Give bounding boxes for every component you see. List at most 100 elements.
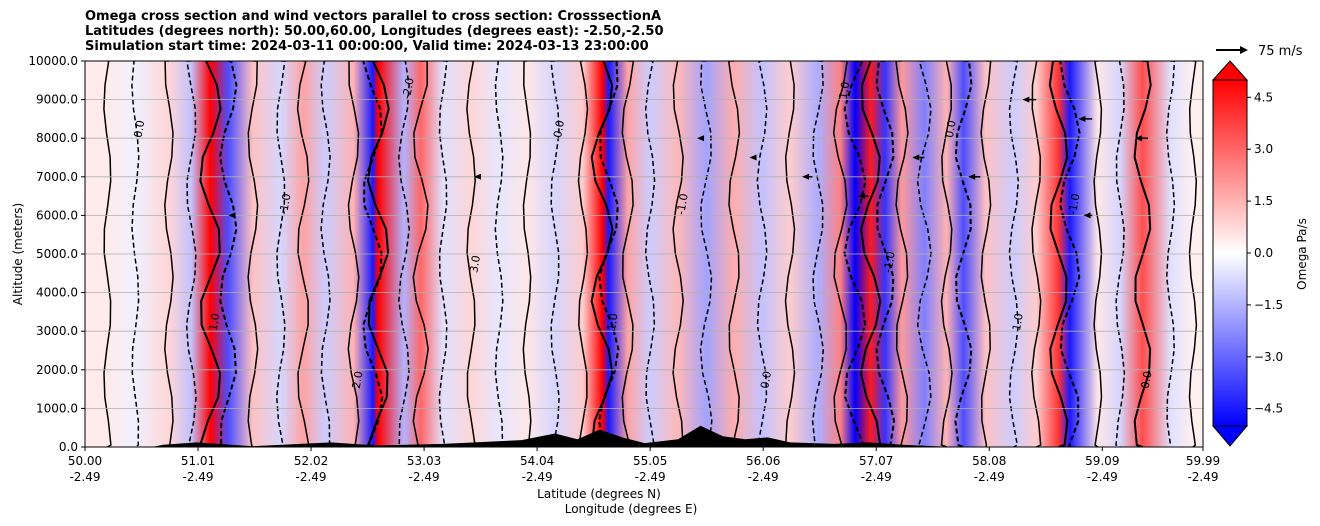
y-tick-label: 4000.0 bbox=[36, 286, 78, 300]
contour-line bbox=[362, 61, 384, 447]
x-tick-label-lon: -2.49 bbox=[635, 470, 666, 484]
contour-label: -1.0 bbox=[881, 250, 898, 273]
x-tick-label-lat: 56.06 bbox=[746, 454, 780, 468]
x-tick-label-lon: -2.49 bbox=[748, 470, 779, 484]
colorbar-tick-label: −4.5 bbox=[1254, 402, 1283, 416]
wind-vector-head bbox=[1078, 115, 1086, 122]
contour-line bbox=[621, 61, 635, 447]
contour-line bbox=[366, 61, 390, 447]
contour-line bbox=[672, 61, 684, 447]
colorbar-ticks: 4.5 3.0 1.5 0.0 −1.5 −3.0 −4.5 bbox=[1247, 90, 1283, 416]
terrain-silhouette bbox=[85, 425, 1203, 447]
x-tick-label-lon: -2.49 bbox=[1087, 470, 1118, 484]
y-tick-label: 7000.0 bbox=[36, 170, 78, 184]
contour-line bbox=[412, 61, 429, 447]
x-axis: 50.00 -2.49 51.01 -2.49 52.02 -2.49 53.03 -2.49… bbox=[68, 447, 1220, 484]
contour-line bbox=[347, 61, 360, 447]
x-tick-label-lat: 50.00 bbox=[68, 454, 102, 468]
contour-line bbox=[916, 61, 932, 447]
contour-line bbox=[185, 61, 197, 447]
colorbar-tick-label: 0.0 bbox=[1254, 246, 1273, 260]
contour-line bbox=[875, 61, 896, 447]
quiver-key-arrowhead bbox=[1240, 46, 1248, 54]
x-tick-label-lat: 53.03 bbox=[407, 454, 441, 468]
contour-line bbox=[644, 61, 656, 447]
contour-label: 1.0 bbox=[1010, 312, 1026, 331]
x-tick-label-lat: 55.05 bbox=[633, 454, 667, 468]
contour-line bbox=[466, 61, 476, 447]
contour-line bbox=[198, 61, 222, 447]
x-axis-label-latitude: Latitude (degrees N) bbox=[537, 487, 661, 501]
y-tick-label: 10000.0 bbox=[28, 54, 78, 68]
colorbar-tick-label: 4.5 bbox=[1254, 90, 1273, 104]
contour-label: 0.0 bbox=[758, 370, 774, 389]
wind-vector-head bbox=[228, 212, 236, 219]
quiver-key: 75 m/s bbox=[1216, 44, 1303, 59]
wind-vector-head bbox=[857, 193, 865, 200]
contour-line bbox=[1165, 61, 1176, 447]
x-tick-label-lon: -2.49 bbox=[974, 470, 1005, 484]
contour-label: 1.0 bbox=[837, 81, 853, 100]
contour-line bbox=[131, 61, 140, 447]
y-tick-label: 3000.0 bbox=[36, 324, 78, 338]
wind-vector-head bbox=[697, 135, 705, 142]
contour-label: 2.0 bbox=[350, 370, 366, 389]
contour-line bbox=[954, 61, 973, 447]
contour-label: -1.0 bbox=[674, 193, 691, 216]
x-tick-label-lon: -2.49 bbox=[861, 470, 892, 484]
contour-line bbox=[756, 61, 768, 447]
plot-area: 0.0 1.0 -1.0 2.0 -2.0 3.0 0.0 1.0 -1.0 0.0 1.0 -1.0… bbox=[85, 61, 1203, 447]
wind-vector-head bbox=[912, 154, 920, 161]
contour-line bbox=[1133, 61, 1152, 447]
contour-line bbox=[1188, 61, 1198, 447]
contour-line bbox=[1031, 61, 1042, 447]
y-axis: 0.0 1000.0 2000.0 3000.0 4000.0 5000.0 6000.0 7… bbox=[28, 54, 85, 454]
colorbar-tick-label: −1.5 bbox=[1254, 298, 1283, 312]
wind-vector-head bbox=[968, 173, 976, 180]
title-line-3: Simulation start time: 2024-03-11 00:00:… bbox=[85, 39, 649, 54]
colorbar-label: Omega Pa/s bbox=[1295, 218, 1309, 290]
chart-title: Omega cross section and wind vectors par… bbox=[85, 9, 664, 54]
colorbar-tick-label: 1.5 bbox=[1254, 194, 1273, 208]
contour-line bbox=[727, 61, 741, 447]
y-tick-label: 9000.0 bbox=[36, 93, 78, 107]
x-tick-label-lon: -2.49 bbox=[69, 470, 100, 484]
contour-line bbox=[1093, 61, 1103, 447]
contour-label: 3.0 bbox=[467, 254, 483, 273]
contour-line bbox=[832, 61, 848, 447]
quiver-key-label: 75 m/s bbox=[1258, 44, 1303, 59]
contour-label: 0.0 bbox=[132, 119, 148, 138]
contour-line bbox=[247, 61, 259, 447]
contour-line bbox=[940, 61, 953, 447]
contour-line bbox=[811, 61, 825, 447]
y-tick-label: 6000.0 bbox=[36, 208, 78, 222]
wind-vector-head bbox=[1083, 212, 1091, 219]
x-tick-label-lat: 59.99 bbox=[1186, 454, 1220, 468]
x-tick-label-lat: 54.04 bbox=[520, 454, 554, 468]
colorbar: 4.5 3.0 1.5 0.0 −1.5 −3.0 −4.5 Omega Pa/s bbox=[1211, 60, 1309, 447]
contour-label: -1.0 bbox=[1066, 193, 1083, 216]
contour-line bbox=[843, 61, 867, 447]
wind-vector-head bbox=[749, 154, 757, 161]
x-tick-label-lat: 59.09 bbox=[1085, 454, 1119, 468]
y-tick-label: 1000.0 bbox=[36, 401, 78, 415]
contour-lines bbox=[103, 61, 1198, 447]
contour-label: -2.0 bbox=[400, 77, 417, 100]
colorbar-body bbox=[1212, 79, 1248, 427]
colorbar-tick-label: 3.0 bbox=[1254, 142, 1273, 156]
contour-line bbox=[784, 61, 796, 447]
contour-line bbox=[1115, 61, 1126, 447]
y-tick-label: 0.0 bbox=[59, 440, 78, 454]
x-tick-label-lon: -2.49 bbox=[182, 470, 213, 484]
y-tick-label: 2000.0 bbox=[36, 363, 78, 377]
y-tick-label: 8000.0 bbox=[36, 131, 78, 145]
colorbar-lower-extend bbox=[1211, 425, 1249, 447]
x-tick-label-lat: 52.02 bbox=[294, 454, 328, 468]
contour-line bbox=[859, 61, 882, 447]
x-axis-label-longitude: Longitude (degrees E) bbox=[565, 502, 698, 516]
contour-labels: 0.0 1.0 -1.0 2.0 -2.0 3.0 0.0 1.0 -1.0 0.0 1.0 -1.0… bbox=[132, 77, 1155, 390]
contour-line bbox=[275, 61, 286, 447]
wind-vector-head bbox=[1022, 96, 1030, 103]
title-line-1: Omega cross section and wind vectors par… bbox=[85, 9, 662, 24]
